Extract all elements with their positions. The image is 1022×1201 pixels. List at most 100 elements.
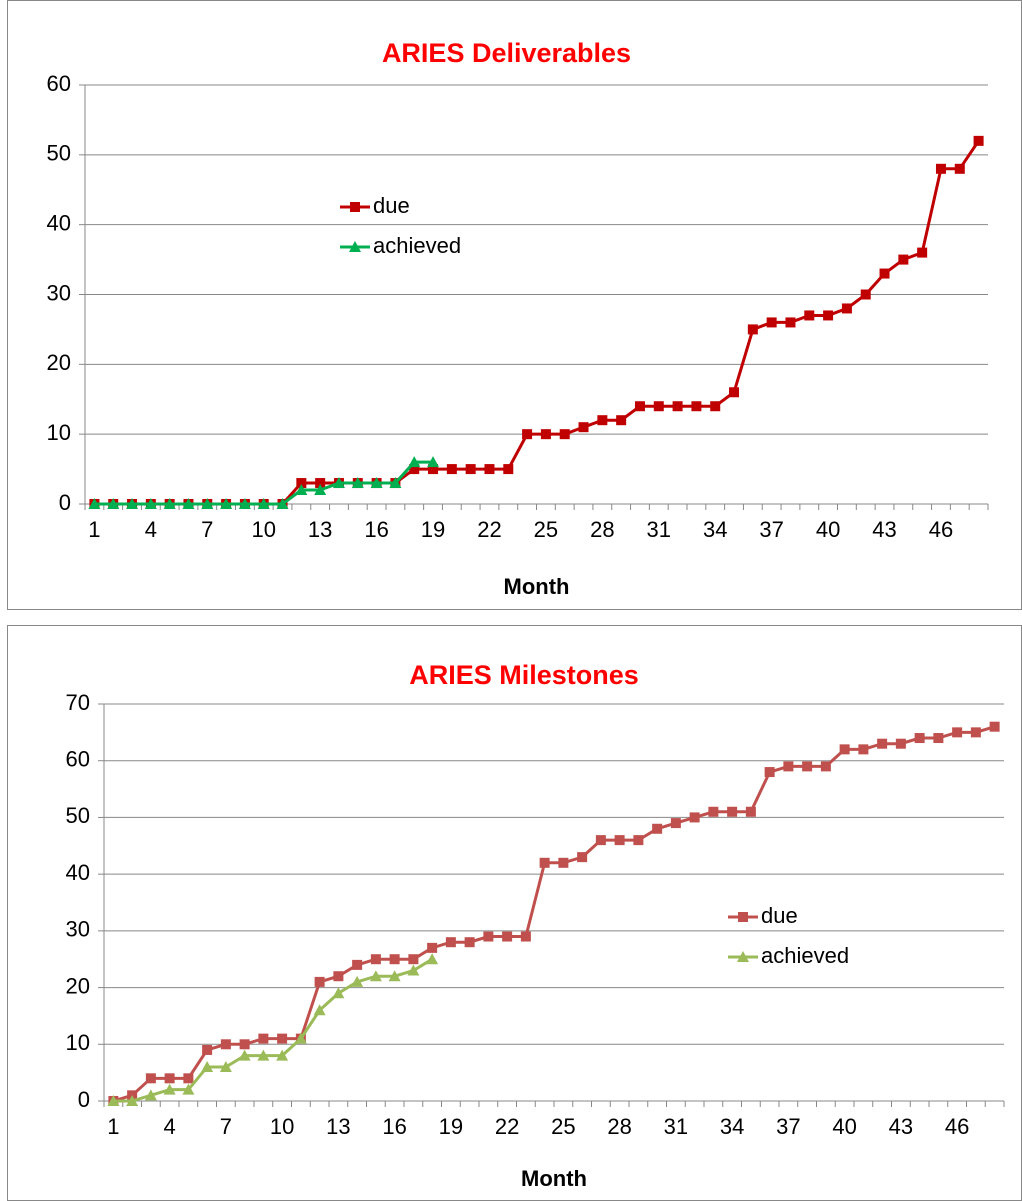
x-tick-label: 19 — [421, 517, 445, 542]
x-tick-label: 13 — [326, 1114, 350, 1139]
marker — [729, 387, 740, 398]
marker — [201, 1060, 214, 1072]
marker — [164, 1073, 175, 1084]
x-tick-label: 25 — [534, 517, 558, 542]
x-tick-label: 25 — [551, 1114, 575, 1139]
marker — [144, 1089, 157, 1101]
y-tick-label: 30 — [66, 917, 90, 942]
marker — [633, 835, 644, 846]
marker — [370, 954, 381, 965]
marker — [238, 498, 251, 509]
marker — [483, 931, 494, 942]
marker — [860, 289, 871, 300]
x-tick-label: 46 — [929, 517, 953, 542]
x-tick-label: 13 — [308, 517, 332, 542]
x-tick-label: 40 — [832, 1114, 856, 1139]
marker — [408, 456, 421, 468]
marker — [970, 727, 981, 738]
marker — [858, 744, 869, 755]
legend-marker — [350, 202, 360, 212]
marker — [954, 163, 965, 174]
marker — [332, 477, 345, 489]
marker — [503, 464, 514, 475]
x-tick-label: 16 — [364, 517, 388, 542]
x-tick-label: 28 — [607, 1114, 631, 1139]
chart-frame — [7, 0, 1022, 610]
y-tick-label: 50 — [66, 803, 90, 828]
marker — [914, 733, 925, 744]
x-tick-label: 37 — [759, 517, 783, 542]
marker — [670, 818, 681, 829]
marker — [219, 1060, 232, 1072]
marker — [502, 931, 513, 942]
marker — [522, 429, 533, 440]
x-tick-label: 43 — [889, 1114, 913, 1139]
marker — [445, 937, 456, 948]
legend-label: due — [373, 193, 410, 218]
marker — [238, 1049, 251, 1061]
x-tick-label: 4 — [164, 1114, 176, 1139]
y-tick-label: 40 — [66, 860, 90, 885]
x-axis-label: Month — [521, 1166, 587, 1191]
marker — [559, 429, 570, 440]
y-tick-label: 10 — [47, 420, 71, 445]
marker — [332, 987, 345, 999]
x-tick-label: 7 — [220, 1114, 232, 1139]
marker — [877, 738, 888, 749]
x-tick-label: 16 — [382, 1114, 406, 1139]
x-tick-label: 28 — [590, 517, 614, 542]
marker — [747, 324, 758, 335]
marker — [352, 959, 363, 970]
marker — [427, 942, 438, 953]
y-tick-label: 0 — [59, 490, 71, 515]
marker — [257, 498, 270, 509]
marker — [409, 464, 420, 475]
x-tick-label: 1 — [107, 1114, 119, 1139]
marker — [388, 970, 401, 982]
x-tick-label: 34 — [720, 1114, 744, 1139]
marker — [294, 1032, 307, 1044]
marker — [313, 1004, 326, 1016]
marker — [182, 498, 195, 509]
marker — [577, 852, 588, 863]
marker — [653, 401, 664, 412]
marker — [202, 1044, 213, 1055]
marker — [314, 484, 327, 496]
marker — [220, 1039, 231, 1050]
y-tick-label: 0 — [78, 1087, 90, 1112]
marker — [766, 317, 777, 328]
marker — [820, 761, 831, 772]
marker — [389, 954, 400, 965]
marker — [295, 484, 308, 496]
marker — [973, 135, 984, 146]
marker — [614, 835, 625, 846]
y-tick-label: 50 — [47, 141, 71, 166]
marker — [239, 1039, 250, 1050]
marker — [839, 744, 850, 755]
x-tick-label: 10 — [251, 517, 275, 542]
chart-title: ARIES Milestones — [409, 660, 639, 690]
marker — [691, 401, 702, 412]
y-tick-label: 20 — [47, 350, 71, 375]
marker — [183, 1073, 194, 1084]
marker — [745, 806, 756, 817]
marker — [710, 401, 721, 412]
marker — [369, 970, 382, 982]
marker — [277, 1033, 288, 1044]
marker — [933, 733, 944, 744]
marker — [296, 478, 307, 489]
x-tick-label: 1 — [88, 517, 100, 542]
marker — [351, 477, 364, 489]
marker — [88, 498, 101, 509]
marker — [783, 761, 794, 772]
marker — [258, 1033, 269, 1044]
x-tick-label: 34 — [703, 517, 727, 542]
marker — [408, 954, 419, 965]
marker — [898, 254, 909, 265]
marker — [935, 163, 946, 174]
marker — [257, 1049, 270, 1061]
marker — [465, 464, 476, 475]
legend-label: due — [761, 903, 798, 928]
marker — [578, 422, 589, 433]
marker — [145, 1073, 156, 1084]
